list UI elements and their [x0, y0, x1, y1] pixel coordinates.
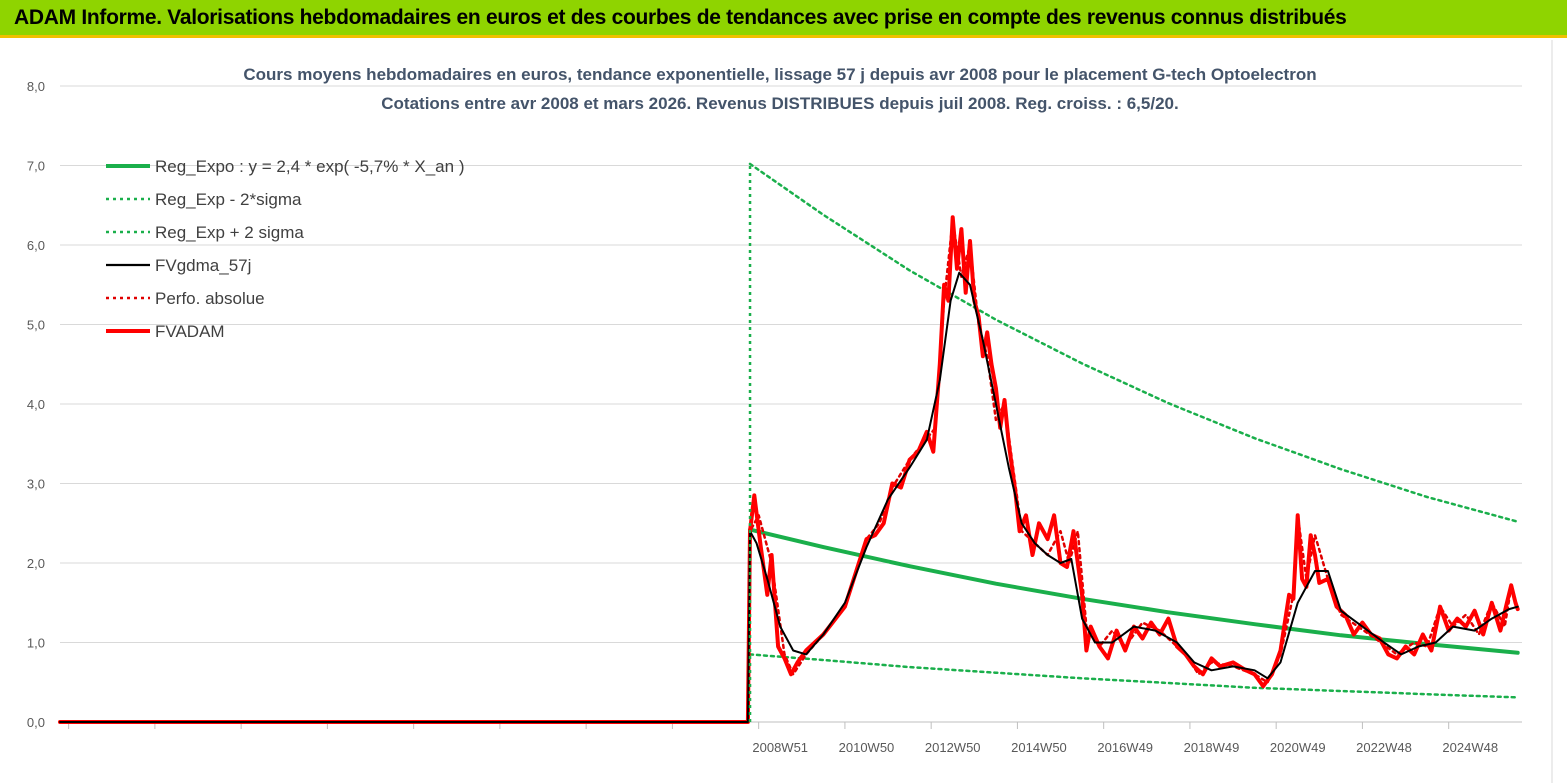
chart-legend: Reg_Expo : y = 2,4 * exp( -5,7% * X_an )… [106, 157, 464, 341]
x-tick-label: 2016W49 [1097, 740, 1153, 755]
report-title: ADAM Informe. Valorisations hebdomadaire… [14, 6, 1347, 29]
x-tick-label: 2024W48 [1442, 740, 1498, 755]
legend-label-1: Reg_Exp - 2*sigma [155, 190, 302, 209]
x-tick-label: 2010W50 [839, 740, 895, 755]
series-line-0 [748, 527, 1520, 655]
y-tick-label: 8,0 [27, 79, 45, 94]
x-tick-label: 2022W48 [1356, 740, 1412, 755]
x-axis-ticks: 2008W51 2010W50 2012W50 2014W50 2016W49 2018W… [752, 740, 1498, 755]
legend-label-5: FVADAM [155, 322, 225, 341]
chart-title: Cours moyens hebdomadaires en euros, ten… [243, 65, 1316, 84]
x-tick-label: 2012W50 [925, 740, 981, 755]
series-line-3 [59, 271, 1519, 723]
y-tick-label: 4,0 [27, 397, 45, 412]
y-tick-label: 3,0 [27, 477, 45, 492]
report-banner: ADAM Informe. Valorisations hebdomadaire… [0, 0, 1567, 38]
x-tick-label: 2018W49 [1184, 740, 1240, 755]
chart-subtitle: Cotations entre avr 2008 et mars 2026. R… [381, 94, 1178, 113]
legend-label-0: Reg_Expo : y = 2,4 * exp( -5,7% * X_an ) [155, 157, 464, 176]
legend-label-3: FVgdma_57j [155, 256, 251, 275]
chart-series [58, 162, 1520, 724]
y-tick-label: 5,0 [27, 318, 45, 333]
legend-label-2: Reg_Exp + 2 sigma [155, 223, 304, 242]
x-tick-label: 2008W51 [752, 740, 808, 755]
y-tick-label: 2,0 [27, 556, 45, 571]
legend-label-4: Perfo. absolue [155, 289, 265, 308]
y-tick-label: 1,0 [27, 636, 45, 651]
y-tick-label: 7,0 [27, 159, 45, 174]
x-tick-label: 2014W50 [1011, 740, 1067, 755]
y-tick-label: 0,0 [27, 715, 45, 730]
y-tick-label: 6,0 [27, 238, 45, 253]
trend-chart: Cours moyens hebdomadaires en euros, ten… [0, 38, 1567, 783]
chart-background [0, 38, 1567, 783]
y-axis-ticks: 0,0 1,0 2,0 3,0 4,0 5,0 6,0 7,0 8,0 [27, 79, 45, 730]
series-line-2 [748, 162, 1519, 523]
x-tick-label: 2020W49 [1270, 740, 1326, 755]
